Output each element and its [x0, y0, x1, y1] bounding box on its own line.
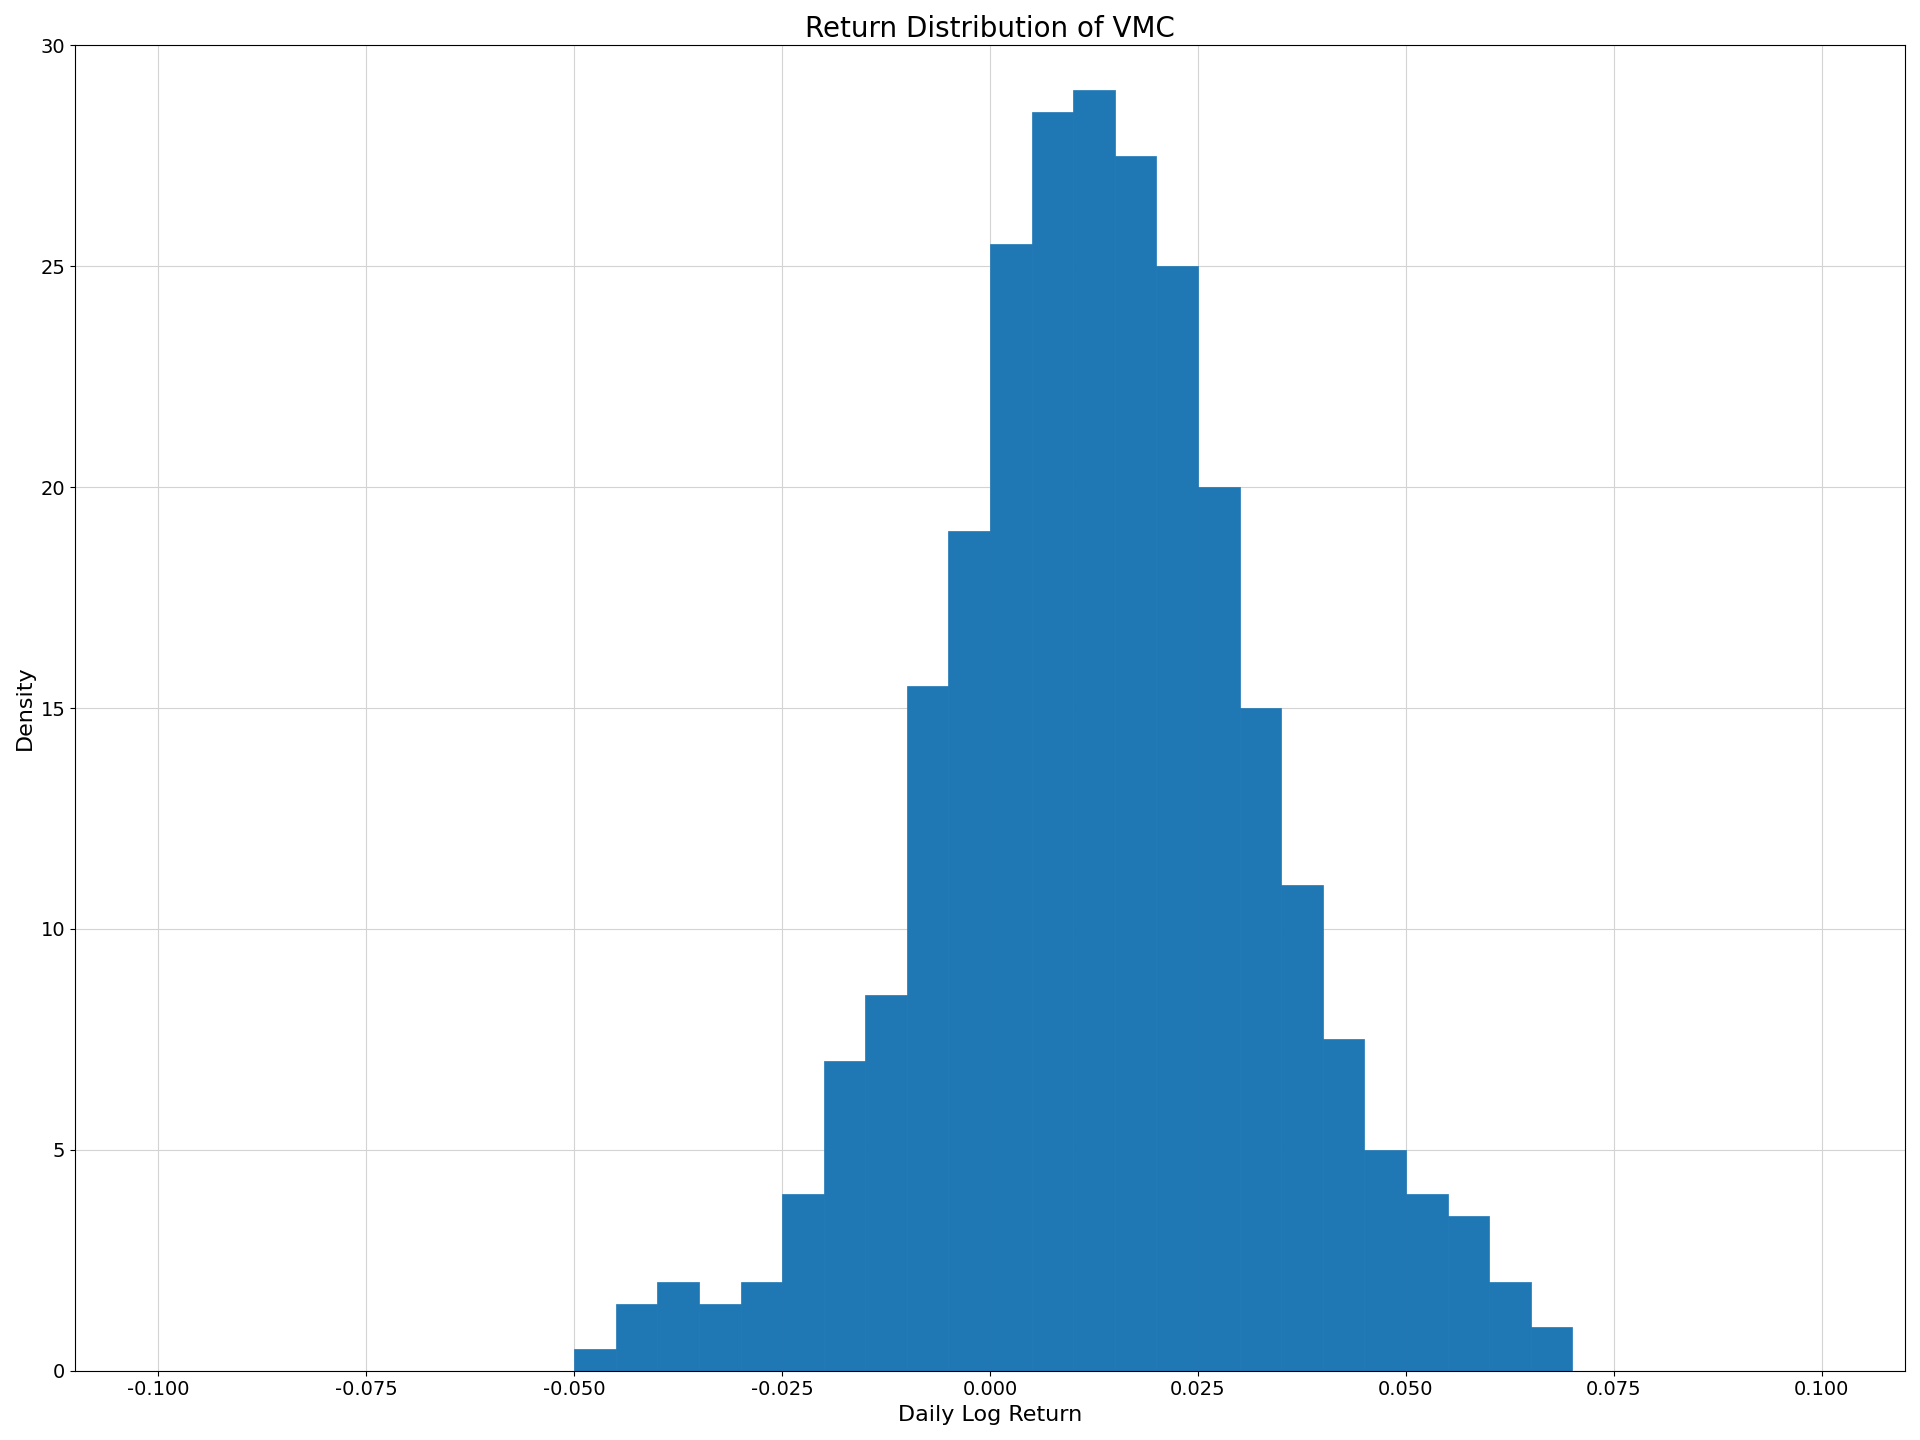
Bar — [1405, 1194, 1448, 1371]
Bar — [699, 1305, 741, 1371]
Bar — [1116, 156, 1156, 1371]
Bar — [1240, 708, 1281, 1371]
Bar — [1198, 487, 1240, 1371]
Bar — [1281, 884, 1323, 1371]
Bar — [616, 1305, 657, 1371]
X-axis label: Daily Log Return: Daily Log Return — [899, 1405, 1083, 1426]
Bar — [1031, 112, 1073, 1371]
Bar — [574, 1349, 616, 1371]
Bar — [1490, 1283, 1530, 1371]
Title: Return Distribution of VMC: Return Distribution of VMC — [804, 14, 1175, 43]
Bar — [781, 1194, 824, 1371]
Bar — [1323, 1040, 1365, 1371]
Bar — [741, 1283, 781, 1371]
Bar — [1448, 1217, 1490, 1371]
Bar — [866, 995, 906, 1371]
Bar — [991, 245, 1031, 1371]
Bar — [948, 531, 991, 1371]
Bar — [1365, 1149, 1405, 1371]
Y-axis label: Density: Density — [15, 665, 35, 750]
Bar — [824, 1061, 866, 1371]
Bar — [1073, 89, 1116, 1371]
Bar — [657, 1283, 699, 1371]
Bar — [1156, 266, 1198, 1371]
Bar — [1530, 1326, 1572, 1371]
Bar — [906, 685, 948, 1371]
